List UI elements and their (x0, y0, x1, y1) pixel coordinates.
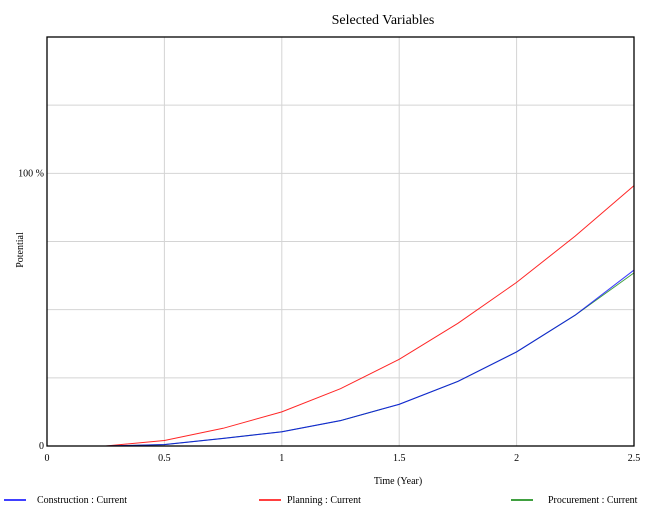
x-tick-label: 1.5 (393, 453, 406, 464)
series-lines (47, 185, 635, 447)
y-axis-ticks: 0 100 % (18, 168, 44, 452)
x-tick-label: 1 (279, 453, 284, 464)
plot-frame (46, 36, 635, 447)
x-axis-ticks: 0 0.5 1 1.5 2 2.5 (45, 453, 641, 464)
x-tick-label: 0 (45, 453, 50, 464)
x-tick-label: 0.5 (158, 453, 171, 464)
series-line-planning (47, 185, 635, 447)
legend-item-procurement: Procurement : Current (511, 495, 638, 506)
y-tick-label: 0 (39, 441, 44, 452)
legend-item-planning: Planning : Current (259, 495, 361, 506)
series-line-construction (47, 269, 635, 447)
y-axis-label: Potential (15, 232, 26, 268)
chart-title: Selected Variables (332, 13, 435, 28)
legend-label: Construction : Current (37, 495, 127, 506)
legend-label: Procurement : Current (548, 495, 638, 506)
legend: Construction : Current Planning : Current… (4, 495, 638, 506)
x-tick-label: 2.5 (628, 453, 641, 464)
x-tick-label: 2 (514, 453, 519, 464)
legend-label: Planning : Current (287, 495, 361, 506)
y-tick-label: 100 % (18, 168, 44, 179)
legend-item-construction: Construction : Current (4, 495, 127, 506)
grid (47, 37, 634, 446)
x-axis-label: Time (Year) (374, 476, 422, 487)
